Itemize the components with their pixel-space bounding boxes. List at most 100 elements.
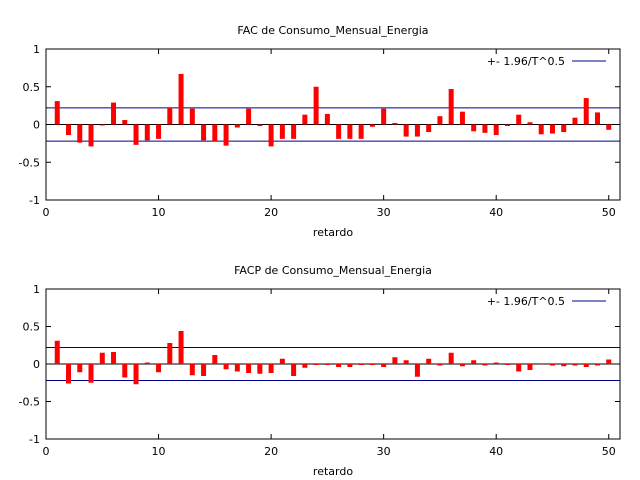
fac-bar <box>257 124 263 127</box>
fac-bar <box>561 124 567 133</box>
fac-ytick-label: 0 <box>33 119 40 132</box>
facp-panel: FACP de Consumo_Mensual_Energia +- 1.96/… <box>19 264 621 478</box>
facp-bar <box>583 364 589 367</box>
facp-bar <box>324 364 330 365</box>
facp-bar <box>66 364 72 384</box>
fac-title: FAC de Consumo_Mensual_Energia <box>237 24 428 37</box>
facp-bar <box>561 364 567 367</box>
fac-bar <box>459 111 465 125</box>
fac-bar <box>302 114 308 125</box>
facp-bar <box>268 364 274 373</box>
fac-bar <box>504 124 510 127</box>
fac-bar <box>381 108 387 125</box>
facp-bar <box>99 352 105 364</box>
facp-bar <box>572 364 578 366</box>
facp-legend-label: +- 1.96/T^0.5 <box>487 295 565 308</box>
fac-bar <box>111 102 117 125</box>
fac-bar <box>268 124 274 147</box>
fac-xtick-label: 50 <box>602 206 616 219</box>
fac-bar <box>538 124 544 135</box>
facp-bar <box>156 364 162 373</box>
fac-bar <box>403 124 409 137</box>
fac-bar <box>549 124 555 134</box>
fac-bar <box>54 101 60 125</box>
fac-bar <box>572 117 578 125</box>
fac-bar <box>156 124 162 139</box>
facp-bar <box>223 364 229 370</box>
fac-bar <box>212 124 218 142</box>
fac-bar <box>201 124 207 141</box>
fac-ytick-label: 0.5 <box>23 81 41 94</box>
fac-bar <box>437 116 443 125</box>
facp-bar <box>482 364 488 366</box>
facp-bar <box>111 352 117 364</box>
fac-xtick-label: 0 <box>43 206 50 219</box>
fac-legend-label: +- 1.96/T^0.5 <box>487 55 565 68</box>
facp-bar <box>212 355 218 364</box>
fac-bar <box>516 114 522 125</box>
fac-bar <box>77 124 83 143</box>
fac-bar <box>167 107 173 125</box>
facp-bar <box>493 362 499 364</box>
fac-bar <box>291 124 297 139</box>
fac-bar <box>392 122 398 125</box>
fac-bar <box>66 124 72 136</box>
fac-ytick-label: -0.5 <box>19 156 40 169</box>
fac-bar <box>88 124 94 147</box>
facp-bar <box>369 364 375 365</box>
facp-bar <box>606 359 612 364</box>
facp-title: FACP de Consumo_Mensual_Energia <box>234 264 432 277</box>
facp-xtick-label: 30 <box>377 445 391 458</box>
facp-bar <box>201 364 207 376</box>
facp-bar <box>392 357 398 364</box>
facp-bar <box>336 364 342 367</box>
facp-bar <box>347 364 353 367</box>
fac-panel: FAC de Consumo_Mensual_Energia +- 1.96/T… <box>19 24 621 239</box>
fac-bar <box>358 124 364 139</box>
fac-bar <box>223 124 229 146</box>
facp-bar <box>426 358 432 364</box>
facp-ytick-label: -0.5 <box>19 396 40 409</box>
facp-bar <box>437 364 443 366</box>
fac-bar <box>144 124 150 141</box>
fac-bar <box>347 124 353 139</box>
facp-bar <box>189 364 195 376</box>
fac-bar <box>527 122 533 125</box>
fac-bar <box>99 124 105 126</box>
facp-bar <box>358 364 364 365</box>
facp-bar <box>448 352 454 364</box>
fac-xtick-label: 30 <box>377 206 391 219</box>
facp-bar <box>414 364 420 377</box>
facp-bar <box>279 358 285 364</box>
facp-xtick-label: 10 <box>152 445 166 458</box>
facp-bar <box>381 364 387 367</box>
fac-bar <box>594 112 600 125</box>
fac-bar <box>583 98 589 125</box>
facp-bar <box>403 360 409 364</box>
fac-bar <box>493 124 499 136</box>
fac-bar <box>324 113 330 125</box>
facp-bar <box>459 364 465 367</box>
fac-bar <box>122 119 128 125</box>
facp-bar <box>302 364 308 368</box>
facp-bar <box>246 364 252 373</box>
fac-bar <box>369 124 375 127</box>
facp-ytick-label: -1 <box>29 433 40 446</box>
facp-bar <box>122 364 128 378</box>
facp-xlabel: retardo <box>313 465 353 478</box>
fac-ytick-label: 1 <box>33 43 40 56</box>
fac-bar <box>178 73 184 125</box>
facp-bar <box>549 364 555 366</box>
facp-bar <box>77 364 83 373</box>
facp-bar <box>257 364 263 374</box>
facp-bar <box>167 343 173 364</box>
facp-ytick-label: 1 <box>33 283 40 296</box>
facp-bar <box>133 364 139 385</box>
facp-bar <box>471 360 477 364</box>
facp-xtick-label: 50 <box>602 445 616 458</box>
fac-xtick-label: 20 <box>264 206 278 219</box>
fac-bar <box>279 124 285 139</box>
fac-bar <box>133 124 139 145</box>
fac-bar <box>246 108 252 125</box>
